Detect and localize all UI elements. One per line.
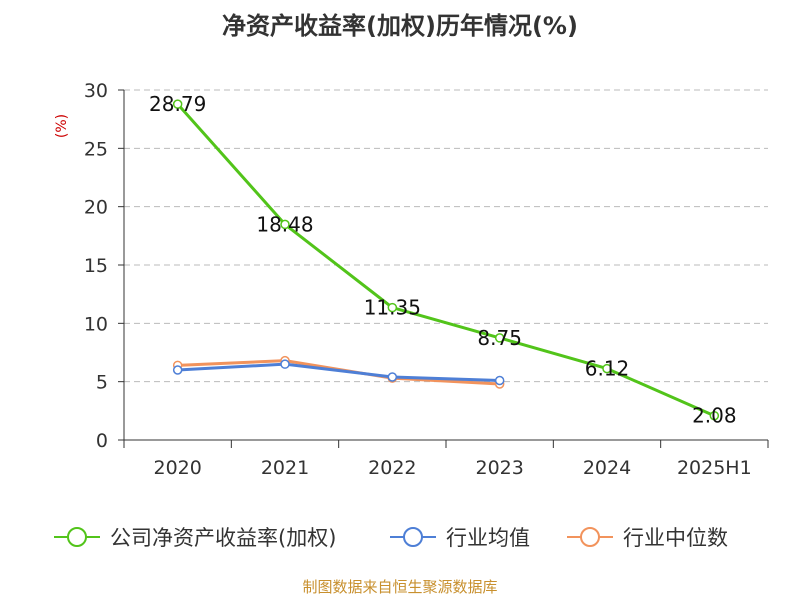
data-point — [387, 372, 398, 382]
series-lines — [172, 99, 720, 421]
x-tick-label: 2025H1 — [677, 457, 752, 479]
legend-label: 行业均值 — [446, 526, 530, 550]
data-point — [387, 302, 398, 313]
x-tick-label: 2020 — [153, 457, 201, 479]
x-tick-label: 2022 — [368, 457, 416, 479]
legend: 公司净资产收益率(加权) 行业均值 行业中位数 — [54, 526, 728, 550]
data-point — [172, 365, 183, 375]
data-point — [280, 219, 290, 230]
chart-title: 净资产收益率(加权)历年情况(%) — [222, 12, 578, 40]
x-tick-label: 2024 — [583, 457, 631, 479]
y-tick-label: 5 — [96, 372, 108, 394]
y-tick-label: 0 — [96, 430, 108, 452]
data-point — [494, 375, 505, 386]
data-point — [602, 363, 612, 374]
x-tick-label: 2023 — [475, 457, 523, 479]
legend-label: 公司净资产收益率(加权) — [110, 526, 336, 550]
grid-lines — [124, 89, 768, 383]
series-line — [177, 362, 500, 382]
y-tick-label: 30 — [84, 80, 108, 102]
y-tick-label: 10 — [84, 313, 108, 335]
data-point — [172, 99, 183, 109]
data-label: 6.12 — [585, 357, 630, 381]
data-point — [280, 359, 290, 369]
legend-label: 行业中位数 — [623, 526, 728, 550]
series-line — [177, 359, 500, 386]
legend-marker — [580, 527, 600, 547]
data-label: 18.48 — [256, 212, 313, 236]
legend-marker — [403, 527, 423, 547]
data-labels: 28.79 18.48 11.35 8.75 6.12 2.08 — [149, 92, 737, 428]
data-point — [494, 333, 505, 343]
legend-marker — [67, 527, 87, 547]
data-label: 11.35 — [364, 296, 421, 320]
axes: 0 5 10 15 20 25 30 2020 2021 2022 2023 2024 2025H1 — [84, 80, 769, 479]
x-tick-label: 2021 — [261, 457, 309, 479]
y-tick-label: 15 — [84, 255, 108, 277]
data-point — [709, 410, 720, 421]
data-label: 28.79 — [149, 92, 206, 116]
source-note: 制图数据来自恒生聚源数据库 — [302, 578, 497, 596]
series-line — [176, 103, 715, 418]
y-axis-label: (%) — [54, 114, 70, 138]
y-tick-label: 20 — [84, 197, 108, 219]
y-tick-label: 25 — [84, 138, 108, 160]
data-label: 2.08 — [692, 404, 737, 428]
data-label: 8.75 — [477, 326, 522, 350]
